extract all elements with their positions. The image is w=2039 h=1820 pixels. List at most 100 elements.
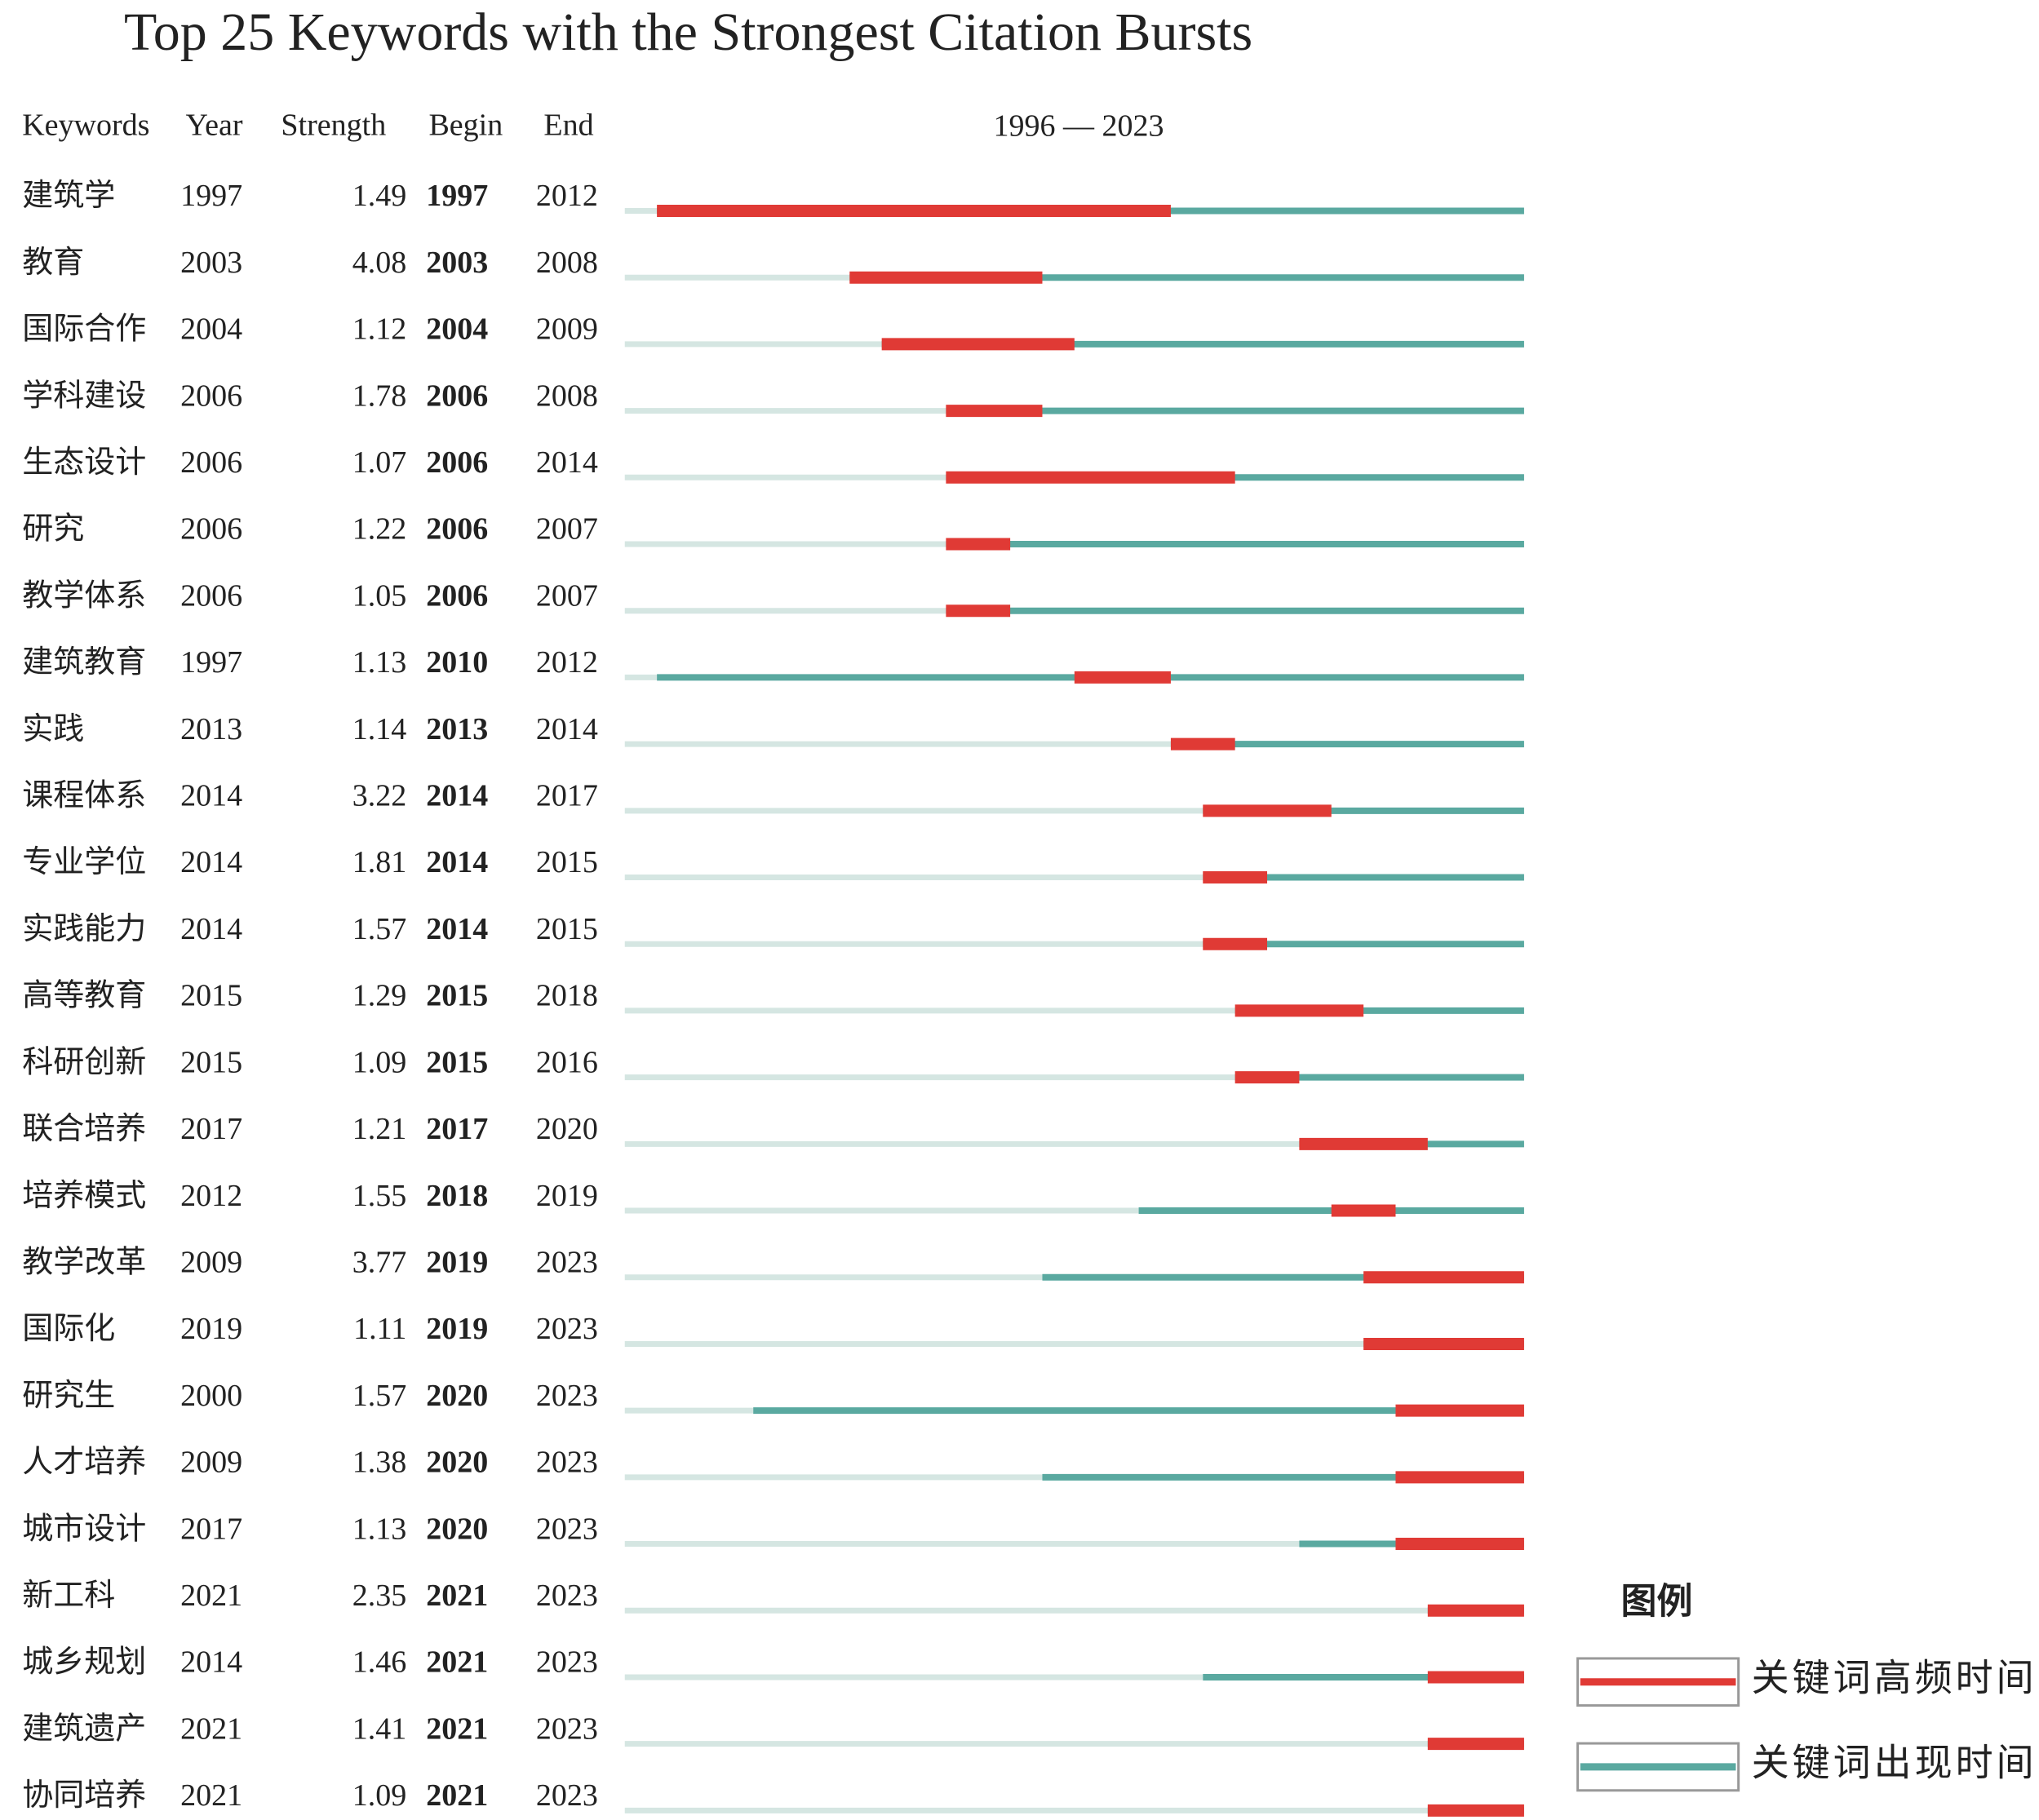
end: 2012	[536, 179, 598, 213]
keyword: 课程体系	[22, 779, 146, 813]
year: 2015	[180, 1045, 242, 1079]
year: 2014	[180, 912, 242, 946]
end: 2023	[536, 1579, 598, 1613]
begin: 2004	[426, 312, 488, 347]
begin: 1997	[426, 179, 488, 213]
begin: 2014	[426, 845, 488, 879]
strength: 1.29	[352, 979, 407, 1013]
column-header: End	[543, 108, 593, 143]
keyword: 实践	[22, 712, 84, 746]
keyword: 城市设计	[22, 1512, 146, 1546]
begin: 2018	[426, 1179, 488, 1213]
strength: 1.22	[352, 512, 407, 547]
strength: 2.35	[352, 1579, 407, 1613]
column-header: Keywords	[22, 108, 149, 143]
strength: 1.38	[352, 1446, 407, 1480]
end: 2016	[536, 1045, 598, 1079]
strength: 1.13	[352, 645, 407, 680]
begin: 2006	[426, 578, 488, 613]
end: 2023	[536, 1379, 598, 1413]
keyword: 科研创新	[22, 1045, 146, 1079]
year: 2006	[180, 445, 242, 480]
legend-box	[1576, 1657, 1740, 1707]
strength: 1.41	[352, 1712, 407, 1746]
strength: 4.08	[352, 246, 407, 280]
strength: 1.14	[352, 712, 407, 746]
begin: 2021	[426, 1778, 488, 1813]
legend-title: 图例	[1620, 1581, 1692, 1621]
end: 2007	[536, 512, 598, 547]
strength: 1.81	[352, 845, 407, 879]
keyword: 专业学位	[22, 845, 146, 879]
keyword: 城乡规划	[22, 1645, 146, 1680]
keyword: 建筑学	[22, 179, 115, 213]
strength: 1.49	[352, 179, 407, 213]
year: 2019	[180, 1312, 242, 1346]
year: 2013	[180, 712, 242, 746]
year: 2009	[180, 1446, 242, 1480]
begin: 2019	[426, 1312, 488, 1346]
timeline-label: 1996 — 2023	[994, 109, 1164, 144]
keyword: 国际化	[22, 1312, 115, 1346]
strength: 1.05	[352, 578, 407, 613]
keyword: 教育	[22, 246, 84, 280]
begin: 2006	[426, 512, 488, 547]
end: 2023	[536, 1512, 598, 1546]
strength: 1.07	[352, 445, 407, 480]
begin: 2006	[426, 445, 488, 480]
legend-label: 关键词高频时间	[1752, 1657, 2037, 1698]
year: 2017	[180, 1512, 242, 1546]
end: 2019	[536, 1179, 598, 1213]
end: 2007	[536, 578, 598, 613]
end: 2023	[536, 1712, 598, 1746]
keyword: 教学体系	[22, 578, 146, 613]
end: 2023	[536, 1312, 598, 1346]
begin: 2013	[426, 712, 488, 746]
keyword: 生态设计	[22, 445, 146, 480]
year: 2006	[180, 578, 242, 613]
year: 2003	[180, 246, 242, 280]
keyword: 协同培养	[22, 1778, 146, 1813]
keyword: 实践能力	[22, 912, 146, 946]
strength: 1.13	[352, 1512, 407, 1546]
end: 2014	[536, 445, 598, 480]
end: 2023	[536, 1645, 598, 1680]
keyword: 联合培养	[22, 1112, 146, 1146]
begin: 2010	[426, 645, 488, 680]
keyword: 培养模式	[22, 1179, 146, 1213]
column-header: Strength	[281, 108, 386, 143]
strength: 1.55	[352, 1179, 407, 1213]
year: 1997	[180, 179, 242, 213]
strength: 1.57	[352, 912, 407, 946]
end: 2015	[536, 845, 598, 879]
keyword: 高等教育	[22, 979, 146, 1013]
year: 2009	[180, 1245, 242, 1279]
year: 2006	[180, 512, 242, 547]
strength: 1.09	[352, 1045, 407, 1079]
keyword: 研究生	[22, 1379, 115, 1413]
keyword: 建筑遗产	[22, 1712, 146, 1746]
year: 2014	[180, 779, 242, 813]
strength: 1.11	[353, 1312, 406, 1346]
year: 2017	[180, 1112, 242, 1146]
chart-title: Top 25 Keywords with the Strongest Citat…	[124, 2, 1252, 62]
year: 2000	[180, 1379, 242, 1413]
end: 2023	[536, 1245, 598, 1279]
strength: 3.77	[352, 1245, 407, 1279]
end: 2018	[536, 979, 598, 1013]
year: 2021	[180, 1778, 242, 1813]
column-header: Year	[185, 108, 242, 143]
year: 2004	[180, 312, 242, 347]
begin: 2015	[426, 979, 488, 1013]
end: 2008	[536, 379, 598, 413]
begin: 2014	[426, 912, 488, 946]
legend-box	[1576, 1742, 1740, 1792]
keyword: 教学改革	[22, 1245, 146, 1279]
keyword: 学科建设	[22, 379, 146, 413]
legend-label: 关键词出现时间	[1752, 1742, 2037, 1783]
end: 2008	[536, 246, 598, 280]
strength: 1.21	[352, 1112, 407, 1146]
begin: 2015	[426, 1045, 488, 1079]
begin: 2017	[426, 1112, 488, 1146]
